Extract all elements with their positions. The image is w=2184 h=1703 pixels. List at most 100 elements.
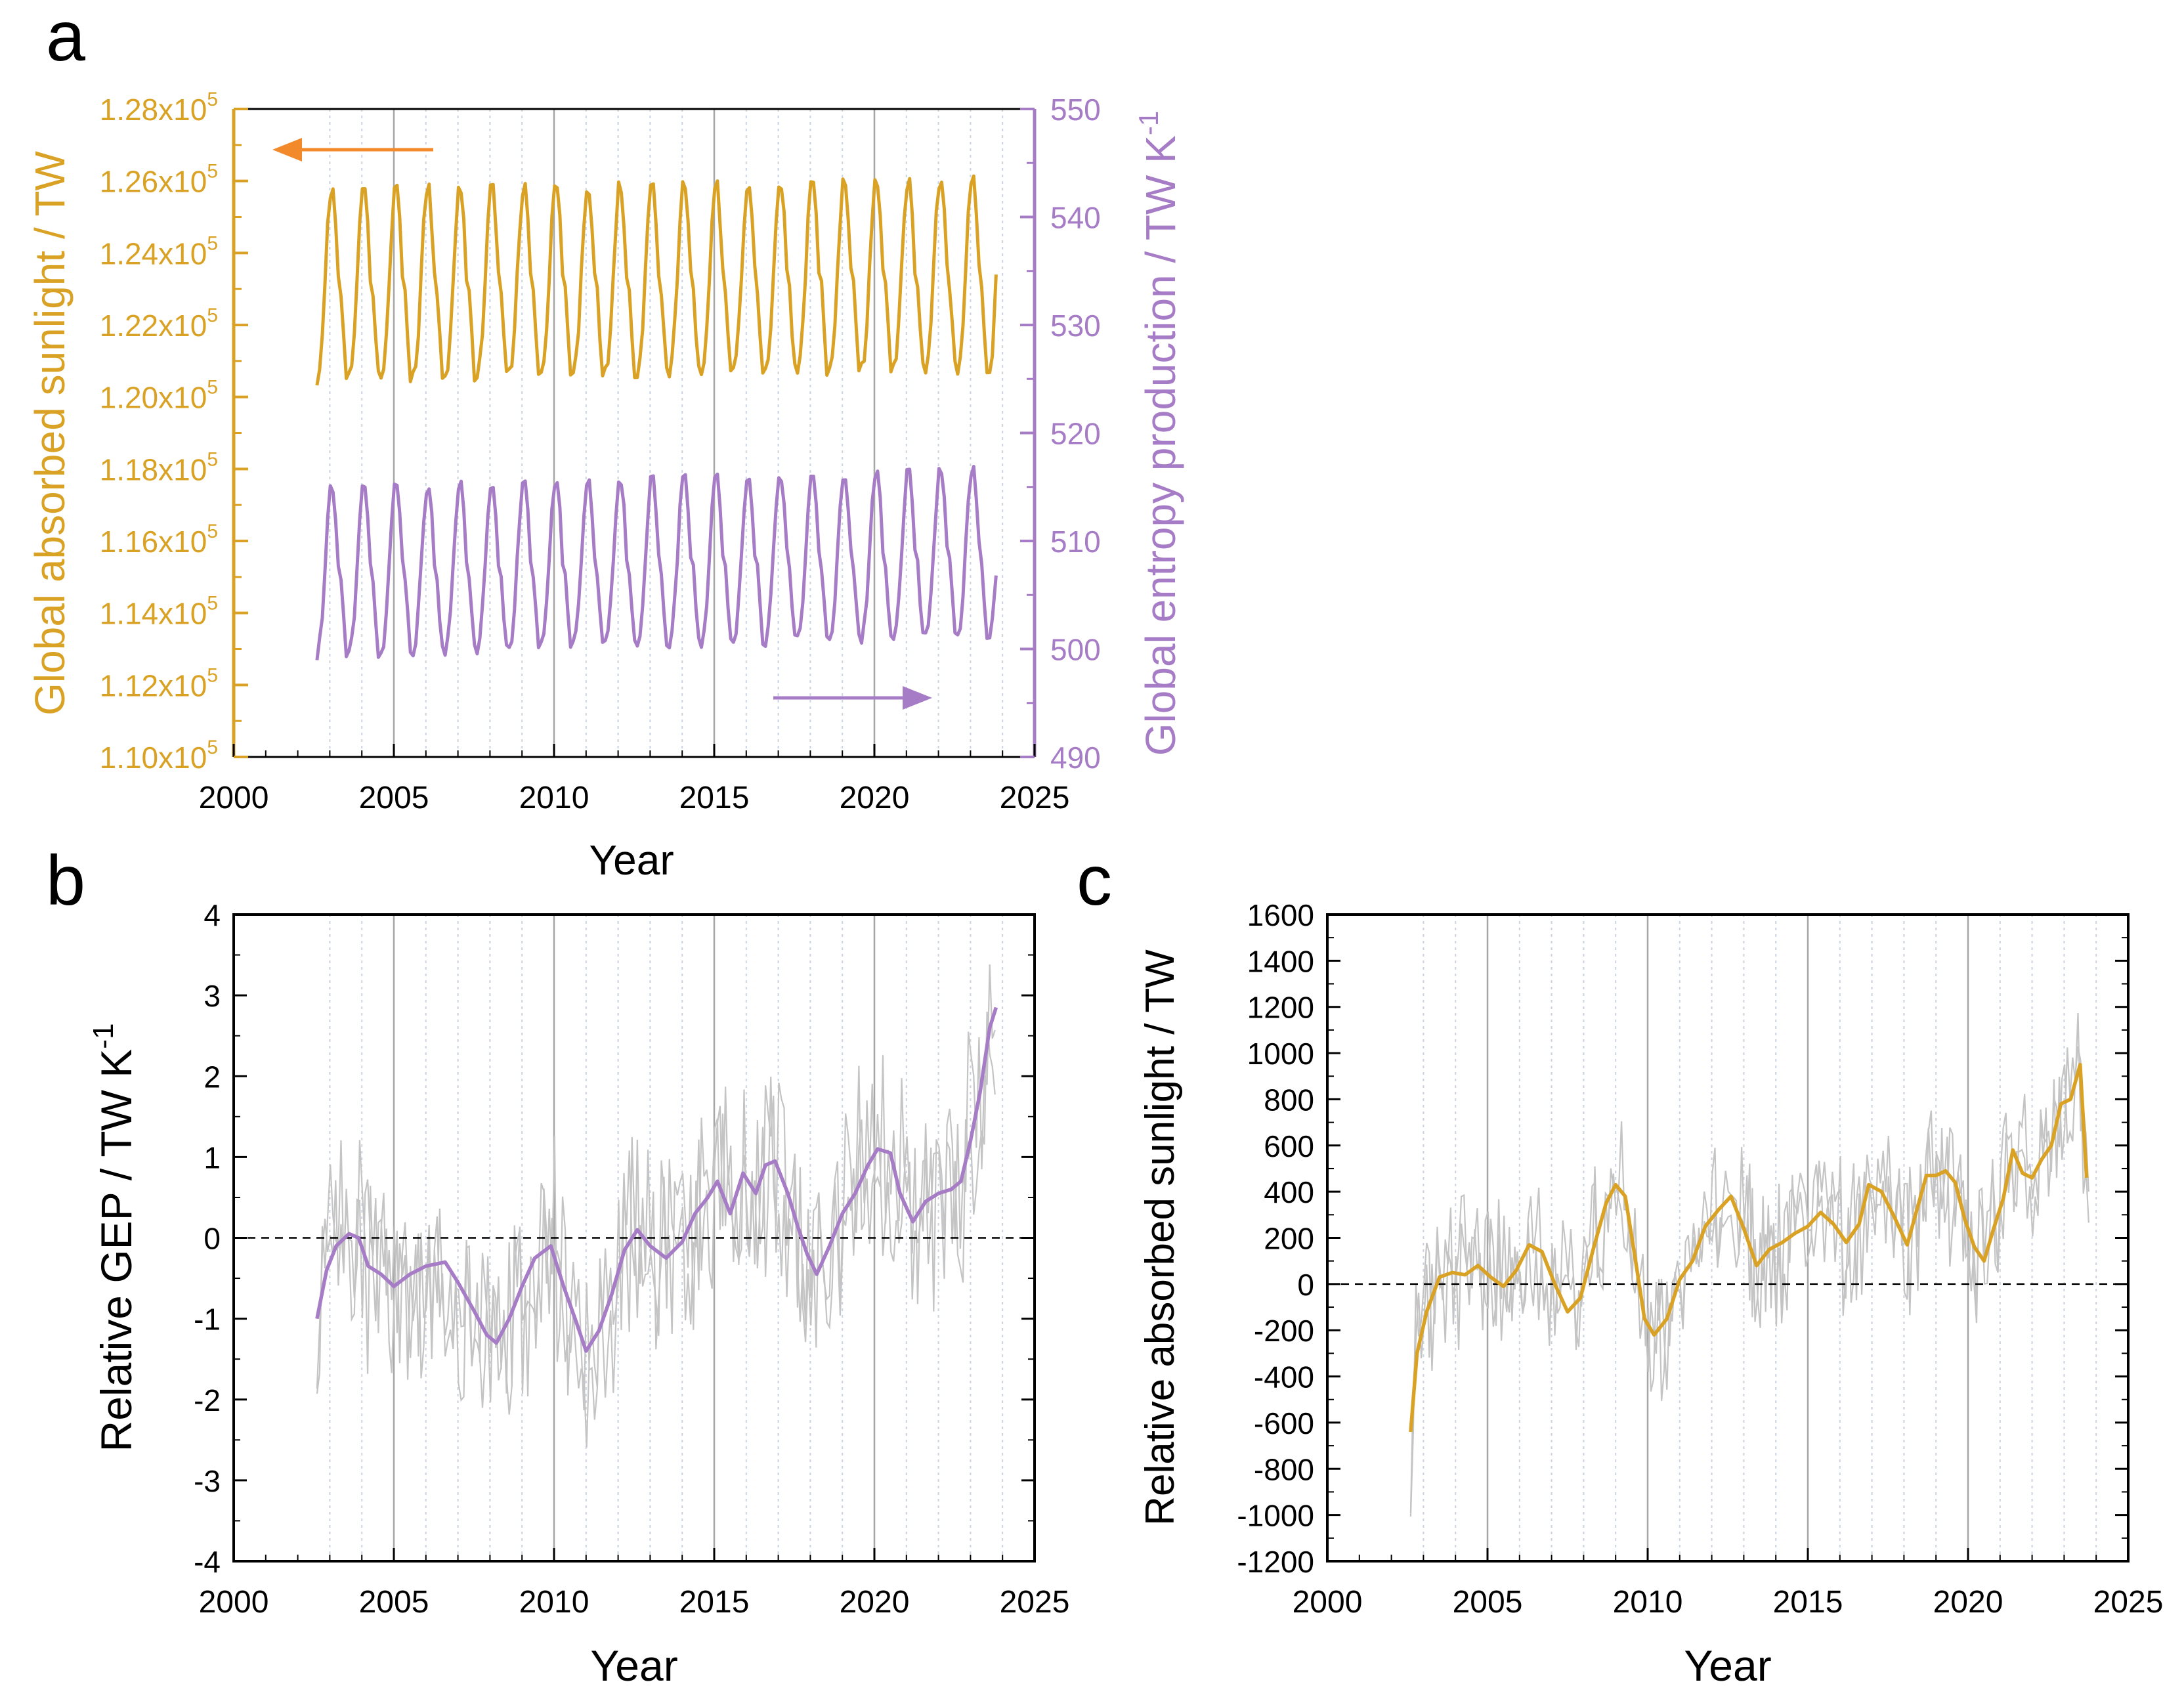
panel-a-series [315, 174, 998, 660]
panel-a-right-axis-label: Global entropy production / TW K-1 [1133, 111, 1184, 756]
y-tick-label: -800 [1254, 1452, 1314, 1486]
x-tick-label: 2000 [199, 781, 269, 815]
panel-a-right-axis-label-sup: -1 [1133, 111, 1164, 135]
panel-a-orange-arrow-head [272, 138, 302, 162]
tick-exponent: 5 [207, 593, 218, 614]
tick-mantissa: 1.18x10 [100, 452, 207, 486]
right-tick-label: 500 [1050, 633, 1101, 667]
y-tick-label: 800 [1264, 1083, 1314, 1117]
panel-c: -1200 -1000 -800 -600 -400 -200 0 200 400 600 800 1… [1138, 898, 2163, 1690]
y-tick-label: 2 [203, 1060, 221, 1094]
smoothed-anomaly-line [315, 1006, 998, 1353]
panel-b-x-axis-label: Year [590, 1641, 677, 1690]
x-tick-label: 2005 [1453, 1585, 1523, 1620]
left-tick-label: 1.14x105 [100, 593, 218, 631]
tick-mantissa: 1.28x10 [100, 93, 207, 127]
x-tick-label: 2000 [1293, 1585, 1363, 1620]
tick-mantissa: 1.10x10 [100, 741, 207, 775]
x-tick-label: 2020 [840, 1585, 910, 1620]
y-tick-label: -600 [1254, 1406, 1314, 1440]
tick-mantissa: 1.24x10 [100, 236, 207, 270]
panel-a-grid [329, 109, 1004, 757]
smoothed-anomaly-line [1409, 1062, 2089, 1433]
x-tick-label: 2000 [199, 1585, 269, 1620]
x-tick-label: 2010 [519, 781, 589, 815]
tick-mantissa: 1.12x10 [100, 668, 207, 702]
tick-mantissa: 1.16x10 [100, 525, 207, 559]
x-tick-label: 2025 [2093, 1585, 2164, 1620]
panel-c-ticks [1326, 913, 2130, 1563]
panel-tag-c: c [1077, 840, 1112, 920]
tick-mantissa: 1.22x10 [100, 309, 207, 343]
y-tick-label: 200 [1264, 1222, 1314, 1256]
panel-b-y-axis-label-main: Relative GEP / TW K [92, 1049, 140, 1452]
y-tick-label: 600 [1264, 1129, 1314, 1163]
x-tick-label: 2020 [1933, 1585, 2003, 1620]
panel-tag-a: a [46, 0, 86, 75]
panel-b-y-axis-label: Relative GEP / TW K-1 [87, 1024, 140, 1452]
left-tick-label: 1.22x105 [100, 305, 218, 343]
panel-a-purple-arrow-head [903, 686, 932, 710]
tick-exponent: 5 [207, 377, 218, 399]
tick-exponent: 5 [207, 664, 218, 686]
x-tick-label: 2025 [1000, 781, 1070, 815]
tick-exponent: 5 [207, 448, 218, 470]
x-tick-label: 2010 [519, 1585, 589, 1620]
y-tick-label: -1200 [1237, 1545, 1314, 1579]
panel-b-raw-series [316, 964, 996, 1448]
y-tick-label: 1 [203, 1140, 221, 1175]
panel-c-y-axis-label: Relative absorbed sunlight / TW [1138, 949, 1183, 1526]
left-tick-label: 1.18x105 [100, 448, 218, 486]
right-tick-label: 490 [1050, 741, 1101, 775]
y-tick-label: -200 [1254, 1314, 1314, 1348]
y-tick-label: -400 [1254, 1360, 1314, 1394]
panel-c-frame [1326, 913, 2130, 1563]
x-tick-label: 2010 [1613, 1585, 1683, 1620]
left-tick-label: 1.26x105 [100, 161, 218, 199]
panel-a: 1.10x1051.12x1051.14x1051.16x1051.18x105… [26, 89, 1184, 884]
y-tick-label: 1200 [1247, 991, 1314, 1025]
x-tick-label: 2015 [1773, 1585, 1843, 1620]
right-tick-label: 520 [1050, 417, 1101, 451]
panel-c-y-tick-labels: -1200 -1000 -800 -600 -400 -200 0 200 400 600 800 1… [1237, 898, 1314, 1579]
y-tick-label: -2 [194, 1383, 221, 1417]
y-tick-label: 0 [1297, 1268, 1314, 1302]
y-tick-label: 1600 [1247, 898, 1314, 932]
panel-c-smoothed-series [1409, 1062, 2089, 1433]
panel-b-y-axis-label-sup: -1 [87, 1024, 119, 1049]
tick-mantissa: 1.20x10 [100, 381, 207, 415]
tick-mantissa: 1.26x10 [100, 165, 207, 199]
y-tick-label: 1000 [1247, 1037, 1314, 1071]
panel-a-left-axis-label: Global absorbed sunlight / TW [26, 151, 74, 716]
panel-a-right-axis-label-main: Global entropy production / TW K [1137, 135, 1184, 756]
y-tick-label: 3 [203, 979, 221, 1013]
y-tick-label: 0 [203, 1222, 221, 1256]
panel-a-x-axis-label: Year [589, 836, 674, 884]
y-tick-label: 1400 [1247, 944, 1314, 978]
panel-c-x-axis-label: Year [1684, 1641, 1771, 1690]
right-tick-label: 550 [1050, 93, 1101, 127]
right-tick-label: 540 [1050, 201, 1101, 235]
raw-anomaly-line [316, 964, 996, 1420]
left-tick-label: 1.28x105 [100, 89, 218, 127]
y-tick-label: -1000 [1237, 1499, 1314, 1533]
panel-a-left-tick-labels: 1.10x1051.12x1051.14x1051.16x1051.18x105… [100, 89, 218, 775]
left-tick-label: 1.24x105 [100, 232, 218, 270]
panel-b-ticks [232, 913, 1036, 1563]
x-tick-label: 2005 [359, 1585, 429, 1620]
raw-anomaly-line [316, 1011, 996, 1448]
x-tick-label: 2025 [1000, 1585, 1070, 1620]
tick-exponent: 5 [207, 89, 218, 110]
panel-tag-b: b [46, 840, 85, 920]
tick-exponent: 5 [207, 737, 218, 758]
panel-b: -4 -3 -2 -1 0 1 2 3 4 2000 2005 2010 2015 2020 2025 Y… [87, 898, 1069, 1690]
x-tick-label: 2005 [359, 781, 429, 815]
panel-a-ticks [232, 108, 1036, 758]
left-tick-label: 1.10x105 [100, 737, 218, 775]
y-tick-label: -1 [194, 1303, 221, 1337]
sunlight-series-line [315, 174, 998, 386]
entropy-series-line [315, 465, 998, 660]
tick-exponent: 5 [207, 232, 218, 254]
panel-a-x-tick-labels: 2000 2005 2010 2015 2020 2025 [199, 781, 1070, 815]
